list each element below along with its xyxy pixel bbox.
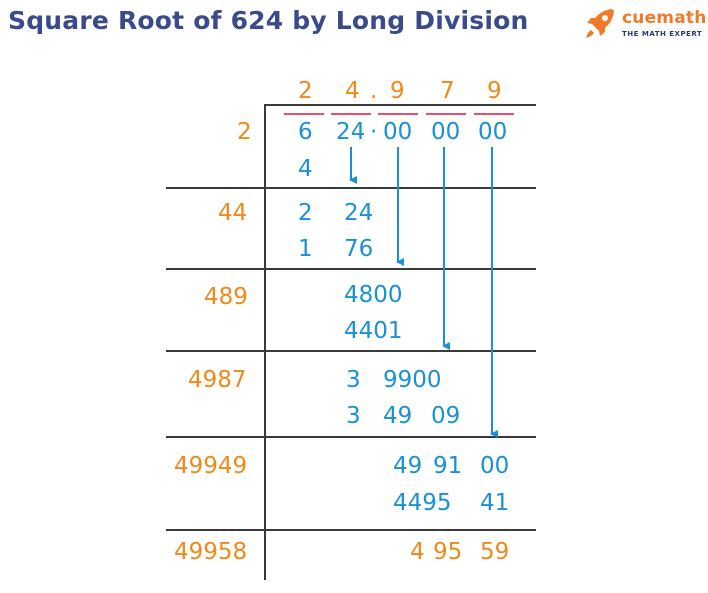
- divisor: 4987: [188, 367, 247, 393]
- subtract-value: 41: [480, 490, 510, 516]
- cuemath-logo: cuemath THE MATH EXPERT: [582, 6, 706, 46]
- dividend-group: 6: [298, 119, 313, 145]
- step-divider: [166, 436, 536, 438]
- subtract-value: 49: [383, 403, 413, 429]
- divisor: 49949: [174, 453, 248, 479]
- final-remainder: 59: [480, 539, 510, 565]
- divisor: 2: [237, 119, 252, 145]
- dividend-group: 00: [383, 119, 413, 145]
- final-remainder: 4: [410, 539, 425, 565]
- top-rule: [264, 104, 536, 106]
- step-divider: [166, 187, 536, 189]
- remainder-value: 4800: [344, 282, 403, 308]
- subtract-value: 4495: [393, 490, 452, 516]
- logo-wordmark: cuemath: [622, 8, 707, 28]
- quotient-digit: 9: [390, 78, 405, 104]
- dividend-group: 00: [478, 119, 508, 145]
- subtract-value: 4: [298, 156, 313, 182]
- quotient-decimal-point: .: [370, 78, 378, 104]
- divisor: 49958: [174, 539, 248, 565]
- subtract-value: 1: [298, 236, 313, 262]
- vertical-rule: [264, 104, 266, 580]
- dividend-decimal-point: ·: [370, 119, 378, 145]
- subtract-value: 76: [344, 236, 374, 262]
- divisor: 489: [204, 284, 248, 310]
- remainder-value: 2: [298, 200, 313, 226]
- rocket-icon: [586, 9, 614, 38]
- step-divider: [166, 268, 536, 270]
- divisor: 44: [218, 200, 248, 226]
- final-remainder: 95: [433, 539, 463, 565]
- quotient-digit: 2: [298, 78, 313, 104]
- remainder-value: 49: [393, 453, 423, 479]
- bring-down-arrows: [349, 147, 498, 438]
- step-divider: [166, 529, 536, 531]
- remainder-value: 91: [433, 453, 463, 479]
- logo-tagline: THE MATH EXPERT: [622, 30, 703, 38]
- dividend-group: 24: [336, 119, 366, 145]
- step-divider: [166, 350, 536, 352]
- page-title: Square Root of 624 by Long Division: [8, 6, 529, 35]
- quotient-digit: 9: [487, 78, 502, 104]
- remainder-value: 3: [346, 367, 361, 393]
- remainder-value: 9900: [383, 367, 442, 393]
- remainder-value: 00: [480, 453, 510, 479]
- subtract-value: 4401: [344, 318, 403, 344]
- dividend-group: 00: [431, 119, 461, 145]
- quotient-digit: 7: [440, 78, 455, 104]
- remainder-value: 24: [344, 200, 374, 226]
- subtract-value: 3: [346, 403, 361, 429]
- subtract-value: 09: [431, 403, 461, 429]
- quotient-digit: 4: [345, 78, 360, 104]
